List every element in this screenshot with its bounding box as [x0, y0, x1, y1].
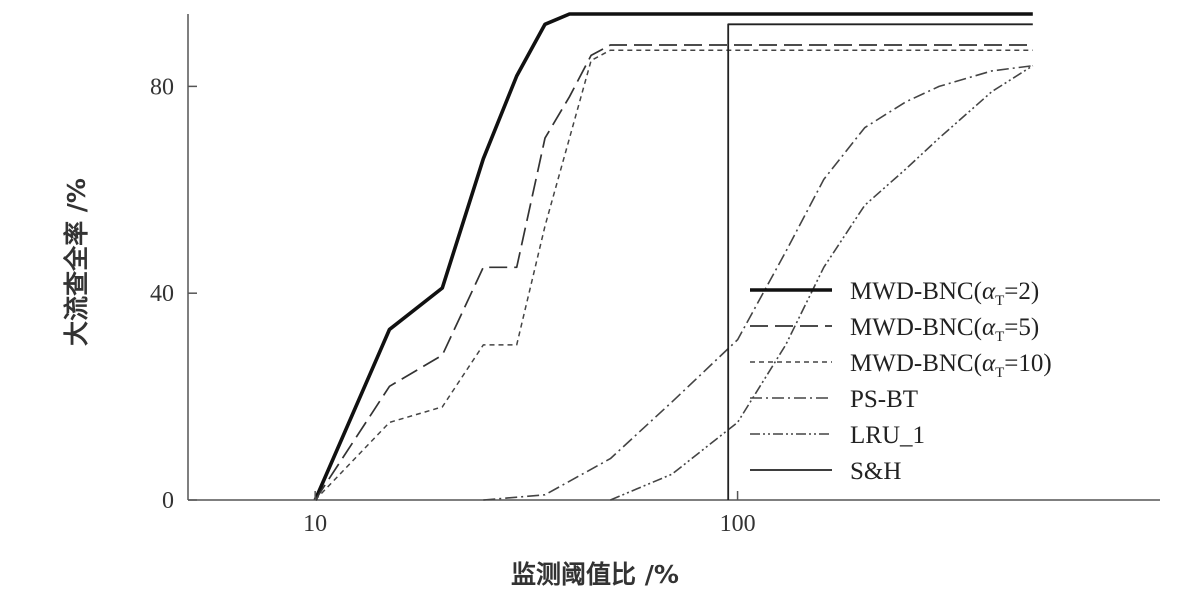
legend-label-2: MWD-BNC(αT=10)	[850, 350, 1052, 381]
ticks-layer: 0 40 80 10 100	[150, 74, 756, 537]
y-tick-label: 40	[150, 281, 174, 307]
y-tick-label: 80	[150, 74, 174, 100]
series-line-0	[313, 12, 1033, 501]
axes	[187, 14, 1160, 501]
series-line-2	[314, 49, 1033, 501]
legend-label-3: PS-BT	[850, 386, 918, 413]
x-tick-label: 10	[303, 511, 327, 537]
x-axis-title: 监测阈值比 /%	[511, 560, 679, 589]
legend-label-1: MWD-BNC(αT=5)	[850, 314, 1039, 345]
legend-label-4: LRU_1	[850, 422, 925, 449]
legend: MWD-BNC(αT=2) MWD-BNC(αT=5) MWD-BNC(αT=10)…	[750, 278, 1052, 485]
y-axis-title: 大流查全率 /%	[62, 178, 91, 346]
series-layer	[313, 12, 1034, 501]
series-line-3	[483, 64, 1033, 501]
series-line-1	[314, 44, 1033, 501]
legend-label-5: S&H	[850, 458, 901, 485]
series-line-5	[727, 23, 1033, 500]
y-tick-label: 0	[162, 488, 174, 514]
legend-label-0: MWD-BNC(αT=2)	[850, 278, 1039, 309]
x-tick-label: 100	[720, 511, 756, 537]
series-line-4	[610, 65, 1034, 501]
